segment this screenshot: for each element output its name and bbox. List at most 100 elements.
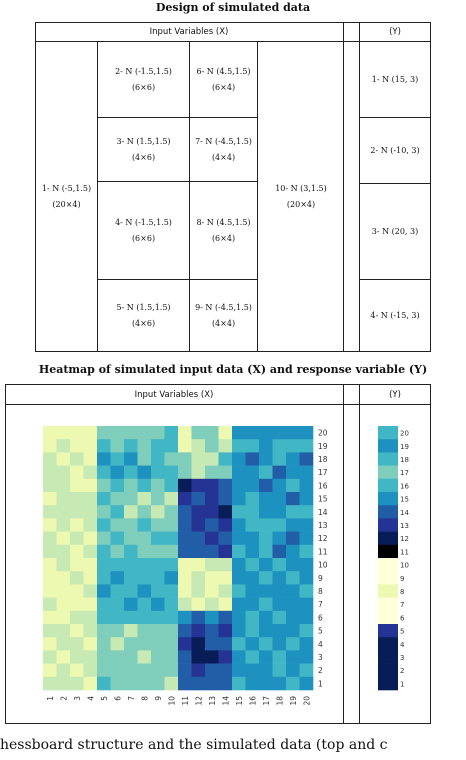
- heatmap-cell: [70, 558, 84, 572]
- y-strip-cell: [378, 584, 398, 598]
- heatmap-cell: [259, 531, 273, 546]
- heatmap-cell: [232, 544, 246, 559]
- heatmap-cell: [97, 518, 111, 532]
- heatmap-cell: [286, 650, 300, 664]
- heatmap-y-tick: 15: [318, 495, 328, 504]
- y-strip-cell: [378, 676, 398, 691]
- heatmap-cell: [259, 663, 273, 678]
- heatmap-cell: [124, 571, 138, 585]
- heatmap-cell: [218, 624, 233, 638]
- heatmap-cell: [218, 492, 233, 506]
- heatmap-x-tick: 8: [140, 696, 149, 701]
- heatmap-cell: [70, 518, 84, 532]
- y-strip-cell: [378, 439, 398, 453]
- heatmap-cell: [245, 544, 260, 559]
- heatmap-cell: [164, 650, 179, 664]
- heatmap-cell: [70, 650, 84, 664]
- heatmap-y-tick: 10: [318, 561, 328, 570]
- heatmap-y-tick: 1: [318, 679, 323, 688]
- heatmap-cell: [43, 571, 57, 585]
- heatmap-cell: [124, 518, 138, 532]
- design-cell-4-dim: (6×6): [131, 233, 156, 243]
- heatmap-cell: [218, 584, 233, 598]
- heatmap-cell: [232, 531, 246, 546]
- heatmap-y-tick: 13: [318, 521, 328, 530]
- heatmap-title: Heatmap of simulated input data (X) and …: [38, 363, 428, 376]
- y-strip-tick: 13: [400, 522, 409, 530]
- heatmap-cell: [43, 492, 57, 506]
- heatmap-cell: [43, 676, 57, 691]
- heatmap-y-tick: 8: [318, 587, 323, 596]
- heatmap-cell: [178, 676, 192, 691]
- heatmap-cell: [178, 650, 192, 664]
- heatmap-cell: [272, 650, 287, 664]
- heatmap-cell: [151, 650, 165, 664]
- heatmap-cell: [232, 624, 246, 638]
- heatmap-cell: [70, 571, 84, 585]
- design-cell-7: 7- N (-4.5,1.5) (4×4): [189, 117, 258, 182]
- heatmap-cell: [164, 610, 179, 625]
- heatmap-cell: [191, 492, 206, 506]
- heatmap-cell: [137, 558, 152, 572]
- heatmap-cell: [245, 571, 260, 585]
- design-y-cell-2: 2- N (-10, 3): [359, 117, 431, 184]
- heatmap-cell: [43, 597, 57, 612]
- heatmap-cell: [205, 505, 219, 519]
- heatmap-cell: [191, 624, 206, 638]
- heatmap-y-header: (Y): [389, 390, 401, 400]
- heatmap-cell: [299, 478, 314, 493]
- design-cell-10-label: 10- N (3,1.5): [275, 184, 327, 194]
- y-strip-tick: 6: [400, 614, 405, 622]
- heatmap-divider-right: [359, 384, 360, 724]
- design-cell-6: 6- N (4.5,1.5) (6×4): [189, 41, 258, 118]
- heatmap-cell: [124, 663, 138, 678]
- heatmap-cell: [259, 597, 273, 612]
- heatmap-cell: [137, 584, 152, 598]
- heatmap-cell: [43, 610, 57, 625]
- heatmap-cell: [70, 531, 84, 546]
- heatmap-cell: [205, 650, 219, 664]
- y-strip-tick: 3: [400, 654, 404, 662]
- design-cell-9-label: 9- N (-4.5,1.5): [195, 303, 252, 313]
- heatmap-cell: [164, 452, 179, 466]
- heatmap-cell: [151, 478, 165, 493]
- heatmap-cell: [164, 584, 179, 598]
- heatmap-cell: [286, 478, 300, 493]
- heatmap-cell: [110, 505, 125, 519]
- heatmap-cell: [83, 597, 98, 612]
- heatmap-cell: [137, 610, 152, 625]
- design-y-cell-1-label: 1- N (15, 3): [371, 74, 419, 84]
- heatmap-cell: [218, 426, 233, 440]
- heatmap-x-tick: 11: [181, 696, 190, 706]
- heatmap-cell: [137, 663, 152, 678]
- heatmap-cell: [97, 571, 111, 585]
- heatmap-cell: [272, 558, 287, 572]
- heatmap-cell: [218, 518, 233, 532]
- heatmap-cell: [259, 465, 273, 480]
- heatmap-cell: [191, 426, 206, 440]
- heatmap-cell: [205, 518, 219, 532]
- heatmap-cell: [218, 676, 233, 691]
- heatmap-cell: [137, 571, 152, 585]
- heatmap-cell: [164, 465, 179, 480]
- y-strip-tick: 16: [400, 482, 409, 490]
- heatmap-cell: [164, 663, 179, 678]
- heatmap-cell: [97, 558, 111, 572]
- heatmap-cell: [43, 505, 57, 519]
- heatmap-cell: [110, 650, 125, 664]
- y-strip-cell: [378, 663, 398, 678]
- heatmap-cell: [83, 663, 98, 678]
- heatmap-cell: [124, 637, 138, 651]
- design-cell-1-dim: (20×4): [52, 199, 81, 209]
- y-strip-cell: [378, 610, 398, 625]
- design-cell-9: 9- N (-4.5,1.5) (4×4): [189, 279, 258, 352]
- heatmap-cell: [70, 492, 84, 506]
- design-input-header: Input Variables (X): [149, 27, 229, 37]
- heatmap-cell: [124, 676, 138, 691]
- heatmap-cell: [191, 676, 206, 691]
- heatmap-cell: [232, 571, 246, 585]
- heatmap-x-tick: 4: [86, 696, 95, 701]
- heatmap-cell: [191, 597, 206, 612]
- heatmap-cell: [124, 624, 138, 638]
- heatmap-cell: [97, 439, 111, 453]
